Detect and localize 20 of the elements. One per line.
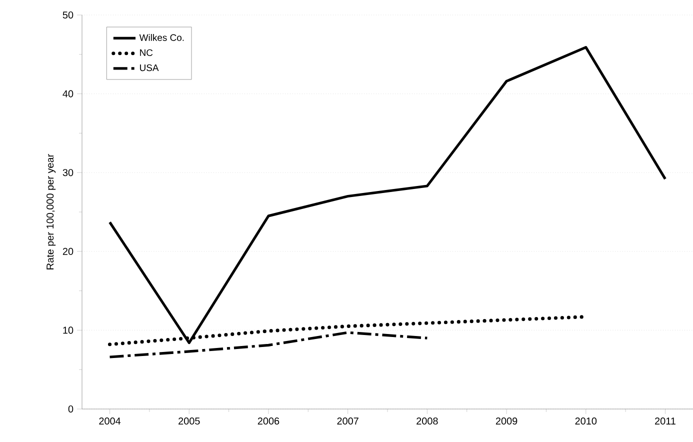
y-tick-label: 10 — [63, 326, 74, 334]
legend-label: USA — [140, 64, 159, 72]
y-tick-label: 0 — [68, 405, 74, 413]
x-tick-label: 2011 — [655, 418, 676, 425]
legend-label: NC — [140, 49, 153, 56]
y-tick-label: 50 — [62, 11, 74, 19]
y-tick-label: 30 — [62, 169, 74, 176]
x-tick-label: 2005 — [178, 418, 200, 425]
line-series — [108, 46, 667, 344]
legend-label: Wilkes Co. — [139, 34, 184, 41]
x-tick-label: 2006 — [258, 418, 280, 425]
y-axis-title: Rate per 100,000 per year — [46, 154, 56, 270]
x-tick-label: 2008 — [416, 418, 438, 425]
y-tick-label: 20 — [62, 248, 74, 255]
x-tick-label: 2004 — [99, 418, 121, 425]
x-tick-label: 2007 — [337, 418, 358, 425]
y-tick-label: 40 — [62, 90, 74, 98]
line-series — [108, 331, 428, 358]
x-tick-label: 2009 — [496, 418, 518, 425]
x-tick-label: 2010 — [575, 418, 597, 425]
